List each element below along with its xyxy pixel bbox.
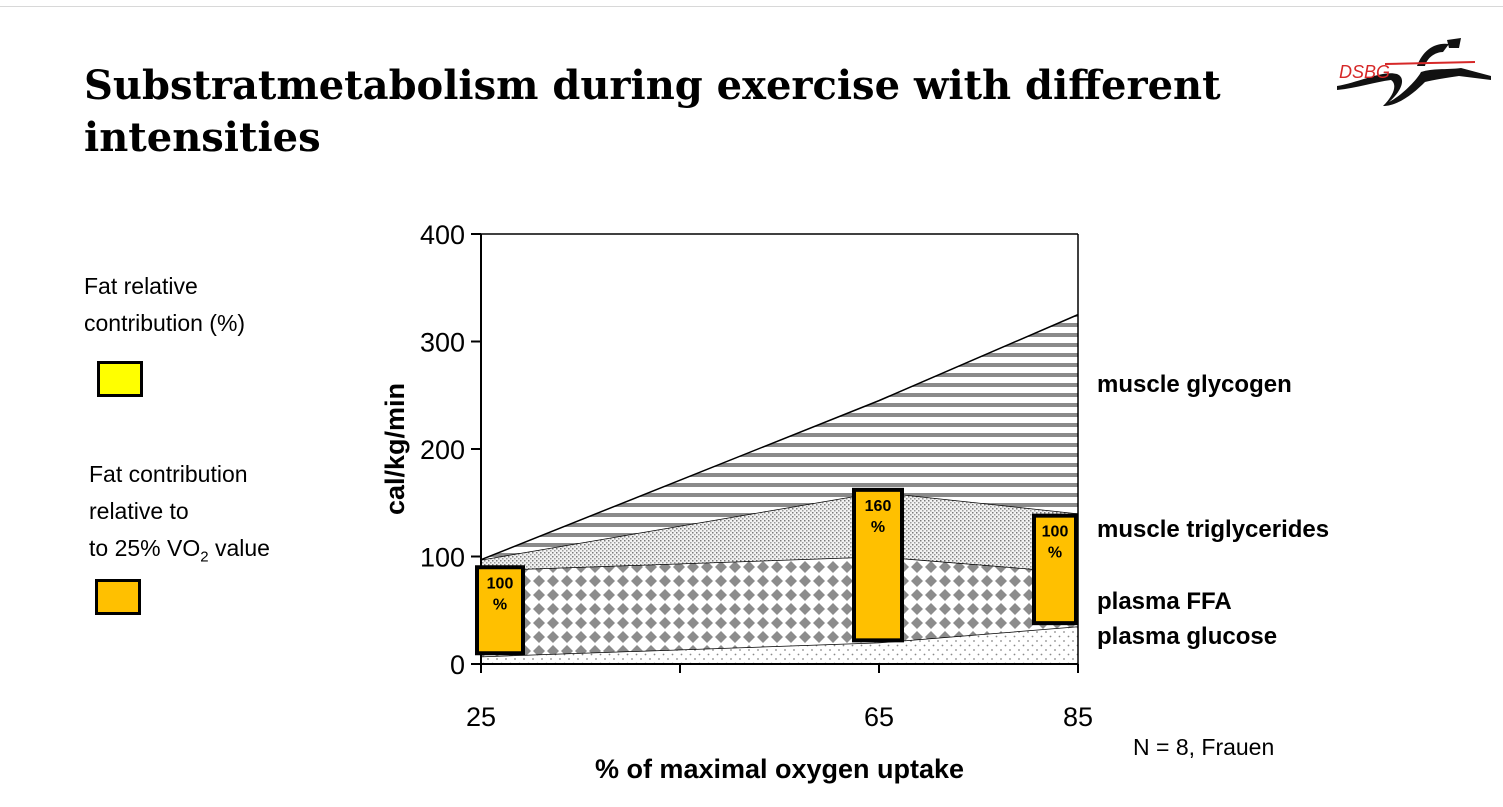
series-label-plasma-FFA: plasma FFA [1097,588,1232,615]
legend-relative-swatch [97,361,143,397]
x-tick-label: 85 [1063,702,1093,732]
annotation-unit-label: % [871,519,885,536]
legend-relative-line: contribution (%) [84,310,246,336]
annotation-bar-25 [475,565,525,656]
annotation-value-label: 100 [487,575,514,592]
y-tick-label: 400 [420,220,465,250]
area-plasma-FFA [481,556,1078,657]
area-muscle-glycogen [481,314,1078,560]
top-rule [0,6,1503,7]
y-tick-label: 0 [450,650,465,680]
footnote: N = 8, Frauen [1133,734,1275,760]
dsbg-logo: DSBG [1335,36,1495,108]
legend-vo2-line: Fat contribution [89,461,248,487]
legend-vo2-line: relative to [89,498,189,524]
legend-relative-label: Fat relative contribution (%) [84,268,245,342]
annotation-bar-65 [852,487,904,643]
y-tick-label: 300 [420,328,465,358]
legend-vo2-swatch [95,579,141,615]
y-axis-label: cal/kg/min [380,383,410,515]
running-figure-logo-icon: DSBG [1337,38,1491,106]
series-label-muscle-triglycerides: muscle triglycerides [1097,516,1329,543]
series-label-plasma-glucose: plasma glucose [1097,623,1277,650]
x-tick-label: 65 [864,702,894,732]
annotation-value-label: 160 [865,498,892,515]
x-tick-label: 25 [466,702,496,732]
area-muscle-triglycerides [481,492,1078,573]
area-plasma-glucose [481,626,1078,664]
annotation-bar-85 [1032,513,1078,626]
annotation-unit-label: % [493,596,507,613]
logo-text: DSBG [1339,62,1390,82]
series-label-muscle-glycogen: muscle glycogen [1097,371,1292,398]
annotation-value-label: 100 [1042,524,1069,541]
y-tick-label: 200 [420,435,465,465]
y-tick-label: 100 [420,543,465,573]
x-axis-label: % of maximal oxygen uptake [595,754,964,784]
page-title: Substratmetabolism during exercise with … [84,62,1221,161]
legend-vo2-label: Fat contribution relative to to 25% VO2 … [89,456,270,576]
legend-relative-line: Fat relative [84,273,198,299]
boundary-muscle-glycogen [480,313,1079,561]
annotation-unit-label: % [1048,545,1062,562]
legend-vo2-line: to 25% VO2 value [89,535,270,566]
